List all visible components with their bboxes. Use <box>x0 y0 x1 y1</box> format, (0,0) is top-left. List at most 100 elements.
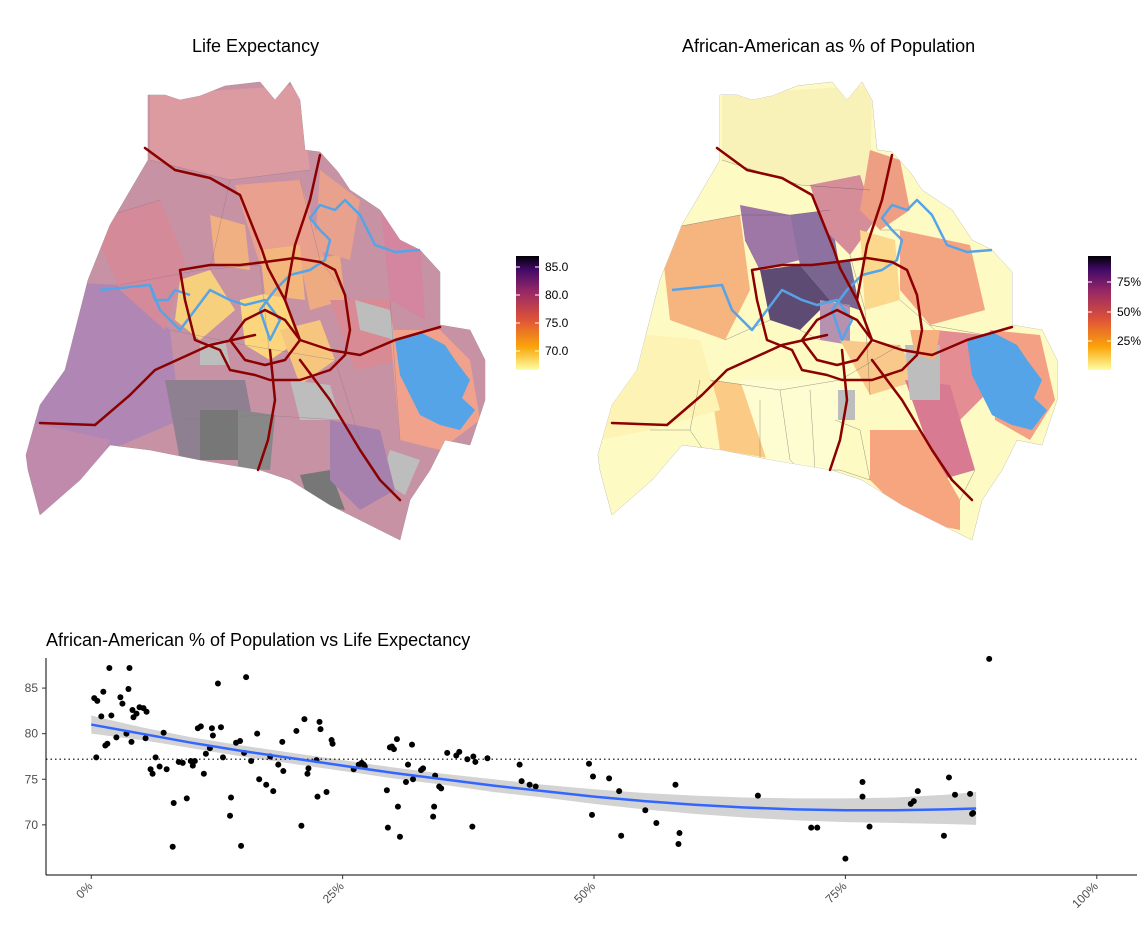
y-tick-label: 85 <box>25 681 39 695</box>
reservoir <box>395 332 475 430</box>
data-point <box>200 770 207 777</box>
reservoir-right <box>967 332 1047 430</box>
data-point <box>585 760 592 767</box>
data-point <box>275 761 282 768</box>
data-point <box>243 674 250 681</box>
data-point <box>420 765 427 772</box>
data-point <box>384 824 391 831</box>
data-point <box>93 754 100 761</box>
data-point <box>317 726 324 733</box>
map-left-title: Life Expectancy <box>192 36 320 56</box>
data-point <box>842 855 849 862</box>
data-point <box>409 741 416 748</box>
x-tick-label: 75% <box>823 879 850 906</box>
data-point <box>314 793 321 800</box>
data-point <box>866 823 873 830</box>
data-point <box>279 738 286 745</box>
data-point <box>256 776 263 783</box>
data-point <box>100 688 107 695</box>
legend-right-tick-label: 25% <box>1117 334 1141 348</box>
data-point <box>304 770 311 777</box>
x-tick-label: 25% <box>320 879 347 906</box>
road-network-right <box>610 146 1014 502</box>
life-expectancy-map: 85.0 80.0 75.0 70.0 <box>25 81 569 541</box>
scatter-plot: 70 75 80 85 0% 25% 50% 75% 100% <box>25 655 1137 911</box>
data-point <box>119 700 126 707</box>
data-point <box>133 710 140 717</box>
scatter-title: African-American % of Population vs Life… <box>46 630 471 650</box>
data-point <box>208 725 215 732</box>
data-point <box>404 761 411 768</box>
data-point <box>323 789 330 796</box>
data-point <box>945 774 952 781</box>
data-point <box>808 824 815 831</box>
data-point <box>280 768 287 775</box>
confidence-band <box>91 715 977 825</box>
map-right-title: African-American as % of Population <box>682 36 976 56</box>
data-point <box>616 788 623 795</box>
data-point <box>316 718 323 725</box>
data-point <box>227 812 234 819</box>
legend-left-tick-label: 85.0 <box>545 260 569 274</box>
data-point <box>470 753 477 760</box>
data-point <box>202 750 209 757</box>
data-point <box>160 729 167 736</box>
data-point <box>484 755 491 762</box>
data-point <box>518 778 525 785</box>
data-point <box>390 746 397 753</box>
data-point <box>270 788 277 795</box>
data-point <box>642 807 649 814</box>
legend-life-expectancy: 85.0 80.0 75.0 70.0 <box>516 256 569 370</box>
data-point <box>456 748 463 755</box>
data-point <box>910 798 917 805</box>
legend-colorbar-right <box>1088 256 1111 370</box>
data-point <box>254 730 261 737</box>
data-point <box>298 822 305 829</box>
data-point <box>589 811 596 818</box>
y-tick-label: 75 <box>25 772 39 786</box>
data-point <box>191 758 198 765</box>
data-point <box>672 781 679 788</box>
data-point <box>237 737 244 744</box>
data-point <box>590 773 597 780</box>
data-point <box>301 716 308 723</box>
data-point <box>532 783 539 790</box>
data-point <box>329 740 336 747</box>
x-tick-label: 50% <box>571 879 598 906</box>
data-point <box>217 724 224 731</box>
data-point <box>394 803 401 810</box>
data-point <box>383 787 390 794</box>
african-american-map: 75% 50% 25% <box>597 81 1141 541</box>
data-point <box>676 830 683 837</box>
data-point <box>163 766 170 773</box>
smooth-fit-line <box>91 723 977 812</box>
data-point <box>526 781 533 788</box>
data-point <box>606 775 613 782</box>
data-point <box>970 810 977 816</box>
data-point <box>430 813 437 820</box>
data-point <box>219 754 226 761</box>
data-point <box>169 843 176 850</box>
data-point <box>129 706 136 713</box>
data-point <box>152 754 159 761</box>
data-point <box>410 776 417 783</box>
data-point <box>402 779 409 785</box>
data-point <box>156 763 163 770</box>
data-point <box>653 820 660 827</box>
y-tick-label: 80 <box>25 727 39 741</box>
legend-colorbar-left <box>516 256 539 370</box>
data-point <box>98 713 105 720</box>
data-point <box>444 749 451 756</box>
data-point <box>814 824 821 831</box>
x-tick-label: 0% <box>73 879 95 901</box>
data-point <box>117 694 124 701</box>
data-point <box>472 758 479 765</box>
data-point <box>214 680 221 687</box>
data-point <box>228 794 235 801</box>
data-point <box>126 665 133 672</box>
data-point <box>431 803 438 810</box>
data-point <box>393 736 400 743</box>
water-bodies-right <box>671 198 993 342</box>
data-point <box>170 799 177 806</box>
